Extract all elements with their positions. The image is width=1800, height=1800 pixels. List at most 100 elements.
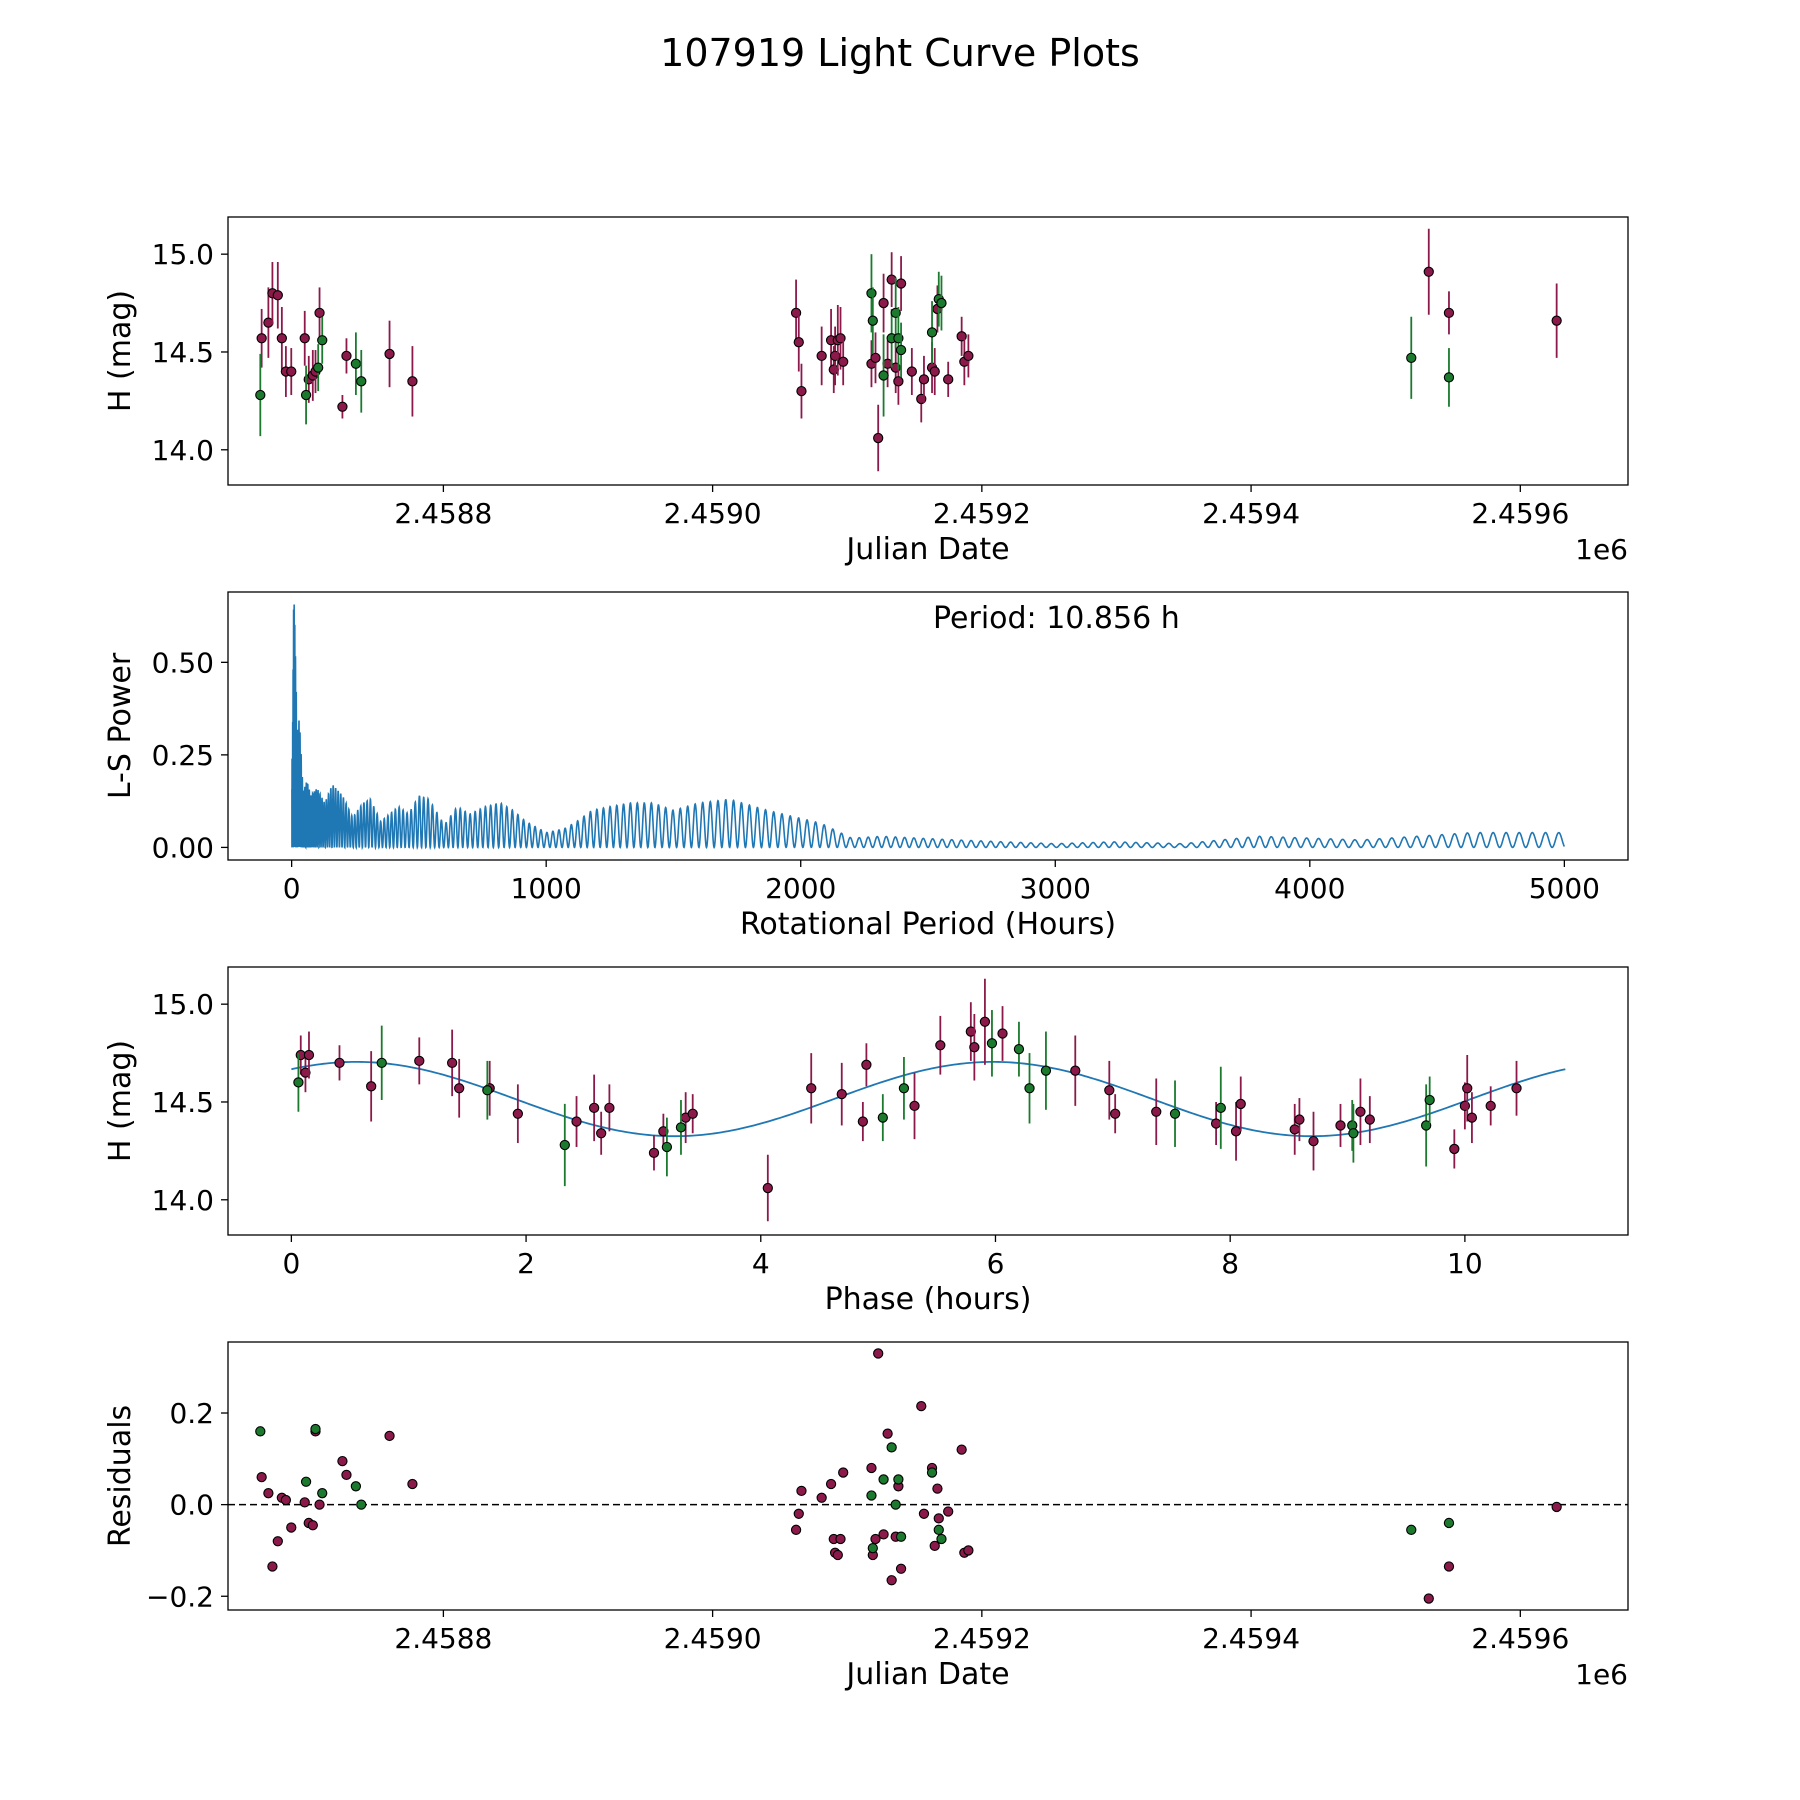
periodogram-frame [227,591,1629,861]
phased-point [762,1182,773,1194]
phased-plot-area [291,978,1566,1222]
phased-point [997,1028,1008,1039]
phased-ytick-label: 15.0 [152,988,214,1021]
phased-ytick-label: 14.0 [152,1184,214,1217]
residuals-point [796,1485,807,1497]
lightcurve-point [341,350,352,362]
lightcurve-point [314,307,325,319]
fit-curve [291,1060,1566,1138]
phased-frame [227,966,1629,1236]
phased-point [454,1083,465,1094]
lightcurve-point [356,376,367,387]
lightcurve-point [286,366,297,377]
phased-point [1462,1083,1473,1094]
phased-point [1335,1120,1346,1131]
lightcurve-xlabel: Julian Date [844,532,1009,567]
phased-point [559,1139,570,1151]
phased-xtick-label: 4 [752,1247,770,1280]
lightcurve-xtick-label: 2.4590 [664,497,762,530]
residuals-point [267,1561,278,1572]
residuals-point [890,1499,901,1510]
phased-xtick-label: 0 [282,1247,300,1280]
residuals-xtick-label: 2.4596 [1471,1622,1569,1655]
residuals-point [916,1400,927,1412]
residuals-point [932,1483,943,1494]
lightcurve-point [895,278,907,289]
residuals-point [882,1428,893,1439]
lightcurve-panel: 2.4588 2.4590 2.4592 2.4594 2.4596 14.0 14.5 15… [103,216,1629,567]
residuals-point [943,1506,954,1517]
residuals-point [341,1469,352,1481]
periodogram-xlabel: Rotational Period (Hours) [740,907,1116,942]
residuals-point [870,1533,881,1545]
phased-point [675,1122,687,1133]
lightcurve-point [929,366,940,377]
phased-point [1289,1124,1300,1135]
phased-point [836,1089,847,1100]
phased-point [376,1057,387,1069]
lightcurve-point [337,401,348,412]
residuals-xtick-label: 2.4588 [394,1622,492,1655]
phased-point [604,1102,615,1113]
residuals-point [310,1423,321,1435]
lightcurve-x-offset-label: 1e6 [1575,533,1628,566]
phased-ylabel: H (mag) [103,1040,138,1162]
lightcurve-ytick-label: 14.5 [152,336,214,369]
phased-point [1151,1106,1162,1117]
phased-point [512,1108,524,1119]
lightcurve-point [1443,307,1455,319]
lightcurve-point [838,356,849,367]
lightcurve-xtick-label: 2.4592 [933,497,1031,530]
residuals-xtick-label: 2.4594 [1202,1622,1300,1655]
periodogram-ytick-label: 0.00 [152,831,214,864]
phased-point [687,1108,698,1119]
periodogram-xtick-label: 0 [283,872,301,905]
phased-point [1466,1112,1478,1123]
period-annotation: Period: 10.856 h [933,601,1180,636]
periodogram-xtick-label: 4000 [1274,872,1345,905]
residuals-point [1406,1524,1417,1535]
lightcurve-point [878,370,889,381]
residuals-point [933,1524,944,1535]
periodogram-ytick-label: 0.25 [152,739,214,772]
phased-point [588,1102,600,1113]
phased-point [1230,1126,1242,1137]
phased-point [965,1026,976,1037]
phased-point [334,1057,345,1069]
residuals-point [825,1478,837,1490]
lightcurve-plot-area [255,228,1562,472]
residuals-frame [227,1341,1629,1611]
phased-xlabel: Phase (hours) [825,1282,1032,1317]
residuals-point [307,1520,318,1531]
residuals-point [255,1426,266,1437]
residuals-x-offset-label: 1e6 [1575,1658,1628,1691]
lightcurve-point [918,374,930,385]
residuals-point [314,1499,325,1510]
periodogram-xtick-label: 5000 [1529,872,1600,905]
phased-point [300,1067,311,1078]
phased-panel: 0 2 4 6 8 10 14.0 14.5 15.0 Phase (hours) H (mag) [103,966,1629,1317]
phased-point [898,1083,910,1094]
phased-xtick-label: 8 [1221,1247,1239,1280]
lightcurve-point [893,376,904,387]
residuals-point [337,1455,348,1467]
residuals-point [929,1540,940,1552]
residuals-point [1443,1517,1455,1529]
residuals-point [886,1442,897,1453]
residuals-point [936,1533,947,1545]
phased-point [648,1147,660,1158]
lightcurve-xtick-label: 2.4594 [1202,497,1300,530]
phased-point [482,1085,493,1096]
residuals-point [838,1467,849,1478]
phased-xtick-label: 2 [517,1247,535,1280]
residuals-point [384,1430,395,1442]
lightcurve-ylabel: H (mag) [103,290,138,412]
phased-point [1070,1065,1081,1076]
residuals-point [866,1490,877,1501]
residuals-point [1423,1593,1434,1604]
lightcurve-point [816,350,827,362]
lightcurve-point [1443,372,1455,383]
residuals-point [832,1549,843,1561]
phased-xtick-label: 6 [987,1247,1005,1280]
lightcurve-point [870,352,881,363]
